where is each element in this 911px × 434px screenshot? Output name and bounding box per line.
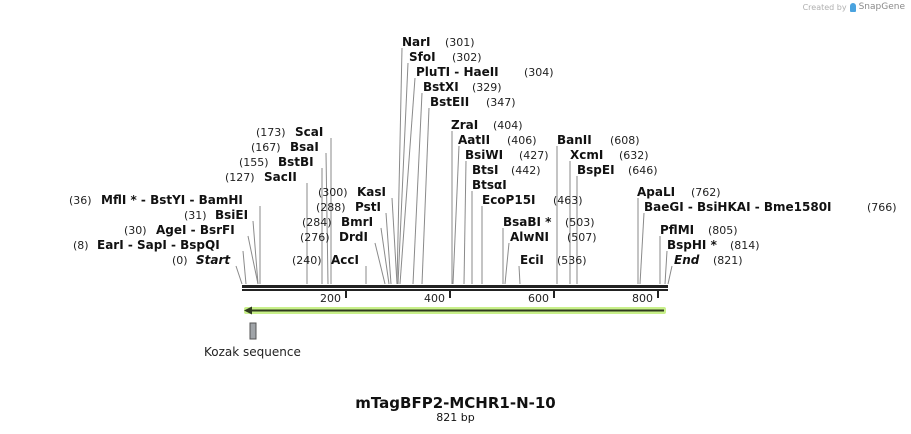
site-label-sacii[interactable]: SacII xyxy=(264,170,297,184)
site-label-bstbi[interactable]: BstBI xyxy=(278,155,314,169)
site-label-start[interactable]: Start xyxy=(196,253,231,267)
site-pos: (240) xyxy=(292,254,322,267)
site-label-bsai[interactable]: BsaI xyxy=(290,140,319,154)
site-pos: (302) xyxy=(452,51,482,64)
site-label-sfoi[interactable]: SfoI xyxy=(409,50,436,64)
site-label-acci[interactable]: AccI xyxy=(331,253,359,267)
map-title: mTagBFP2-MCHR1-N-10 xyxy=(355,394,556,412)
site-label-banii[interactable]: BanII xyxy=(557,133,592,147)
site-pos: (821) xyxy=(713,254,743,267)
site-pos: (31) xyxy=(184,209,207,222)
site-labels: (0) Start (8) EarI - SapI - BspQI (30) A… xyxy=(69,35,897,267)
site-pos: (36) xyxy=(69,194,92,207)
tick-400: 400 xyxy=(424,292,445,305)
site-pos: (503) xyxy=(565,216,595,229)
site-pos: (347) xyxy=(486,96,516,109)
site-pos: (442) xyxy=(511,164,541,177)
site-pos: (646) xyxy=(628,164,658,177)
site-pos: (805) xyxy=(708,224,738,237)
site-label-pflmi[interactable]: PflMI xyxy=(660,223,694,237)
site-pos: (284) xyxy=(302,216,332,229)
site-pos: (8) xyxy=(73,239,89,252)
site-pos: (127) xyxy=(225,171,255,184)
site-label-apali[interactable]: ApaLI xyxy=(637,185,675,199)
tick-800: 800 xyxy=(632,292,653,305)
site-label-zrai[interactable]: ZraI xyxy=(451,118,478,132)
site-pos: (766) xyxy=(867,201,897,214)
site-pos: (30) xyxy=(124,224,147,237)
site-label-nari[interactable]: NarI xyxy=(402,35,431,49)
site-label-eari[interactable]: EarI - SapI - BspQI xyxy=(97,238,220,252)
kozak-sequence-label: Kozak sequence xyxy=(204,345,301,359)
site-pos: (300) xyxy=(318,186,348,199)
site-pos: (632) xyxy=(619,149,649,162)
site-pos: (406) xyxy=(507,134,537,147)
site-pos: (276) xyxy=(300,231,330,244)
site-label-xcmi[interactable]: XcmI xyxy=(570,148,603,162)
site-pos: (301) xyxy=(445,36,475,49)
site-label-agei[interactable]: AgeI - BsrFI xyxy=(156,223,235,237)
site-label-scai[interactable]: ScaI xyxy=(295,125,323,139)
site-label-alwni[interactable]: AlwNI xyxy=(510,230,549,244)
site-pos: (329) xyxy=(472,81,502,94)
site-label-btsi[interactable]: BtsI xyxy=(472,163,499,177)
site-label-bspei[interactable]: BspEI xyxy=(577,163,615,177)
site-pos: (167) xyxy=(251,141,281,154)
site-label-bsiwi[interactable]: BsiWI xyxy=(465,148,503,162)
site-label-ecii[interactable]: EciI xyxy=(520,253,544,267)
snapgene-logo-icon xyxy=(849,2,856,12)
site-label-bsteii[interactable]: BstEII xyxy=(430,95,469,109)
site-label-baegi[interactable]: BaeGI - BsiHKAI - Bme1580I xyxy=(644,200,832,214)
site-label-drdi[interactable]: DrdI xyxy=(339,230,368,244)
site-label-end[interactable]: End xyxy=(674,253,700,267)
site-label-bmri[interactable]: BmrI xyxy=(341,215,373,229)
site-pos: (404) xyxy=(493,119,523,132)
site-label-kasi[interactable]: KasI xyxy=(357,185,386,199)
site-pos: (608) xyxy=(610,134,640,147)
site-pos: (814) xyxy=(730,239,760,252)
watermark-prefix: Created by xyxy=(802,2,847,12)
snapgene-watermark: Created by SnapGene xyxy=(803,2,905,12)
leader-lines xyxy=(235,47,673,285)
site-pos: (173) xyxy=(256,126,286,139)
site-label-btsai[interactable]: BtsαI xyxy=(472,178,507,192)
kozak-sequence-box[interactable] xyxy=(249,322,257,340)
site-pos: (463) xyxy=(553,194,583,207)
tick-600: 600 xyxy=(528,292,549,305)
watermark-brand: SnapGene xyxy=(858,2,905,12)
site-pos: (288) xyxy=(316,201,346,214)
site-label-bstxi[interactable]: BstXI xyxy=(423,80,459,94)
tick-200: 200 xyxy=(320,292,341,305)
site-label-bsphi[interactable]: BspHI * xyxy=(667,238,718,252)
site-pos: (304) xyxy=(524,66,554,79)
site-label-bsabi[interactable]: BsaBI * xyxy=(503,215,552,229)
site-pos: (0) xyxy=(172,254,188,267)
site-pos: (762) xyxy=(691,186,721,199)
site-label-psti[interactable]: PstI xyxy=(355,200,381,214)
site-label-aatii[interactable]: AatII xyxy=(458,133,490,147)
site-label-mfli[interactable]: MflI * - BstYI - BamHI xyxy=(101,193,243,207)
backbone xyxy=(242,285,668,291)
site-label-ecop15i[interactable]: EcoP15I xyxy=(482,193,536,207)
sequence-length: 821 bp xyxy=(436,411,475,424)
site-label-pluti[interactable]: PluTI - HaeII xyxy=(416,65,499,79)
site-pos: (155) xyxy=(239,156,269,169)
site-pos: (536) xyxy=(557,254,587,267)
scale-ticks: 200 400 600 800 xyxy=(320,291,659,305)
site-pos: (427) xyxy=(519,149,549,162)
site-label-bsiei[interactable]: BsiEI xyxy=(215,208,248,222)
feature-arrow-reverse[interactable] xyxy=(244,306,666,315)
site-pos: (507) xyxy=(567,231,597,244)
